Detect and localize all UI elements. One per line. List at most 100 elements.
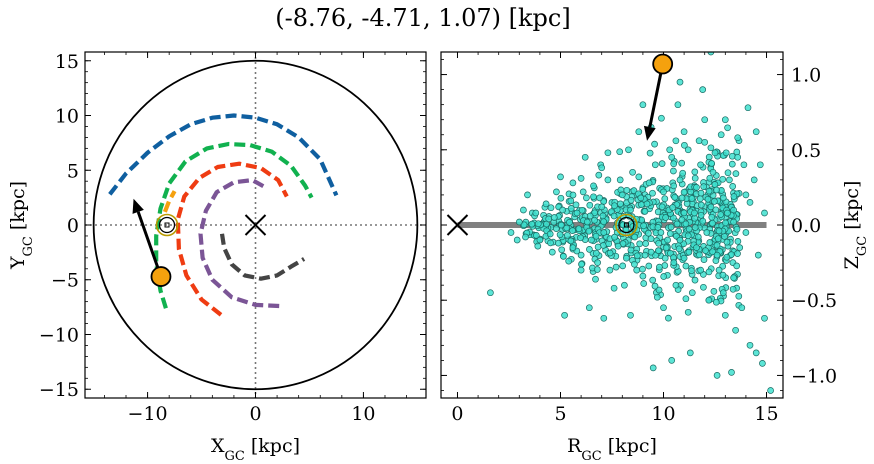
scatter-point [649, 276, 657, 284]
scatter-point [616, 176, 624, 184]
scatter-point [682, 262, 690, 270]
scatter-point [750, 176, 758, 184]
spiral-arm-1 [108, 113, 339, 197]
scatter-point [577, 266, 585, 274]
sun-marker-outer-ring [155, 213, 179, 237]
scatter-point [586, 201, 594, 209]
scatter-point [592, 249, 600, 257]
scatter-point [611, 233, 618, 241]
scatter-point [643, 200, 651, 208]
scatter-point [729, 285, 737, 293]
scatter-point [655, 286, 663, 294]
face-on-y-tick-label: 10 [55, 106, 79, 128]
scatter-point [732, 326, 739, 334]
face-on-x-tick-label: 0 [249, 403, 261, 425]
scatter-point [629, 168, 636, 176]
scatter-point [662, 214, 669, 221]
galactic-center-x-marker [244, 214, 267, 236]
scatter-point [614, 242, 622, 250]
scatter-point [713, 241, 721, 249]
scatter-point [649, 364, 657, 372]
velocity-arrow-head [132, 198, 144, 214]
scatter-point [558, 246, 566, 254]
scatter-point [645, 262, 653, 270]
scatter-point [639, 272, 647, 280]
scatter-point [578, 260, 585, 268]
scatter-point [680, 188, 688, 196]
scatter-point [585, 304, 593, 312]
scatter-point [642, 240, 650, 247]
scatter-point [621, 281, 628, 289]
sun-marker-dot [164, 222, 170, 228]
scatter-point [577, 175, 585, 182]
scatter-point [676, 236, 684, 244]
scatter-point [661, 195, 669, 203]
scatter-point [606, 266, 614, 274]
scatter-point [702, 247, 709, 254]
scatter-point [627, 196, 635, 204]
scatter-point [736, 244, 744, 251]
scatter-point [705, 268, 713, 276]
scatter-point [639, 265, 646, 273]
scatter-point [569, 191, 577, 199]
scatter-point [594, 259, 601, 266]
scatter-point [691, 224, 699, 231]
scatter-point [633, 266, 641, 274]
scatter-point [645, 179, 653, 187]
scatter-point [696, 251, 703, 259]
scatter-point [713, 372, 721, 379]
scatter-point [586, 212, 594, 220]
scatter-point [678, 194, 686, 202]
scatter-point [673, 220, 681, 228]
scatter-point [684, 232, 692, 240]
scatter-point [557, 221, 565, 229]
scatter-point [719, 175, 727, 183]
scatter-point [623, 254, 630, 262]
scatter-point [729, 183, 737, 190]
scatter-point [685, 225, 693, 233]
sun-marker-outer-ring [615, 213, 638, 237]
sun-marker-dot [623, 222, 629, 228]
scatter-point [671, 193, 679, 201]
scatter-point [635, 128, 643, 136]
scatter-point [569, 244, 577, 251]
scatter-point [711, 181, 719, 188]
scatter-point [666, 146, 674, 154]
scatter-point [715, 266, 723, 274]
scatter-point [528, 220, 536, 228]
scatter-point [734, 134, 742, 142]
scatter-point [547, 204, 555, 212]
velocity-arrow-shaft [136, 211, 163, 278]
scatter-point [598, 164, 606, 172]
scatter-point [688, 289, 696, 297]
scatter-point [532, 232, 540, 239]
scatter-point [705, 187, 713, 195]
scatter-point [682, 295, 690, 303]
object-position-marker [150, 266, 172, 287]
scatter-point [728, 369, 735, 376]
scatter-point [685, 248, 693, 256]
scatter-point [724, 209, 731, 217]
scatter-point [536, 236, 544, 244]
scatter-point [658, 203, 666, 211]
scatter-point [733, 262, 741, 270]
scatter-point [619, 262, 627, 270]
scatter-point [563, 224, 571, 232]
scatter-point [578, 206, 586, 214]
scatter-point [664, 236, 671, 244]
scatter-point [706, 174, 714, 182]
scatter-point [767, 387, 774, 394]
scatter-point [734, 250, 741, 257]
scatter-point [724, 124, 731, 132]
face-on-x-tick-label: 10 [351, 403, 375, 425]
scatter-point [732, 170, 740, 177]
scatter-point [594, 243, 602, 251]
edge-on-y-axis-label: ZGC [kpc] [841, 181, 870, 270]
scatter-point [561, 311, 568, 319]
scatter-point [598, 203, 606, 211]
scatter-point [670, 160, 678, 168]
scatter-point [639, 101, 647, 109]
scatter-point [534, 220, 542, 228]
scatter-point [682, 220, 690, 228]
edge-on-plot-area [446, 52, 774, 394]
